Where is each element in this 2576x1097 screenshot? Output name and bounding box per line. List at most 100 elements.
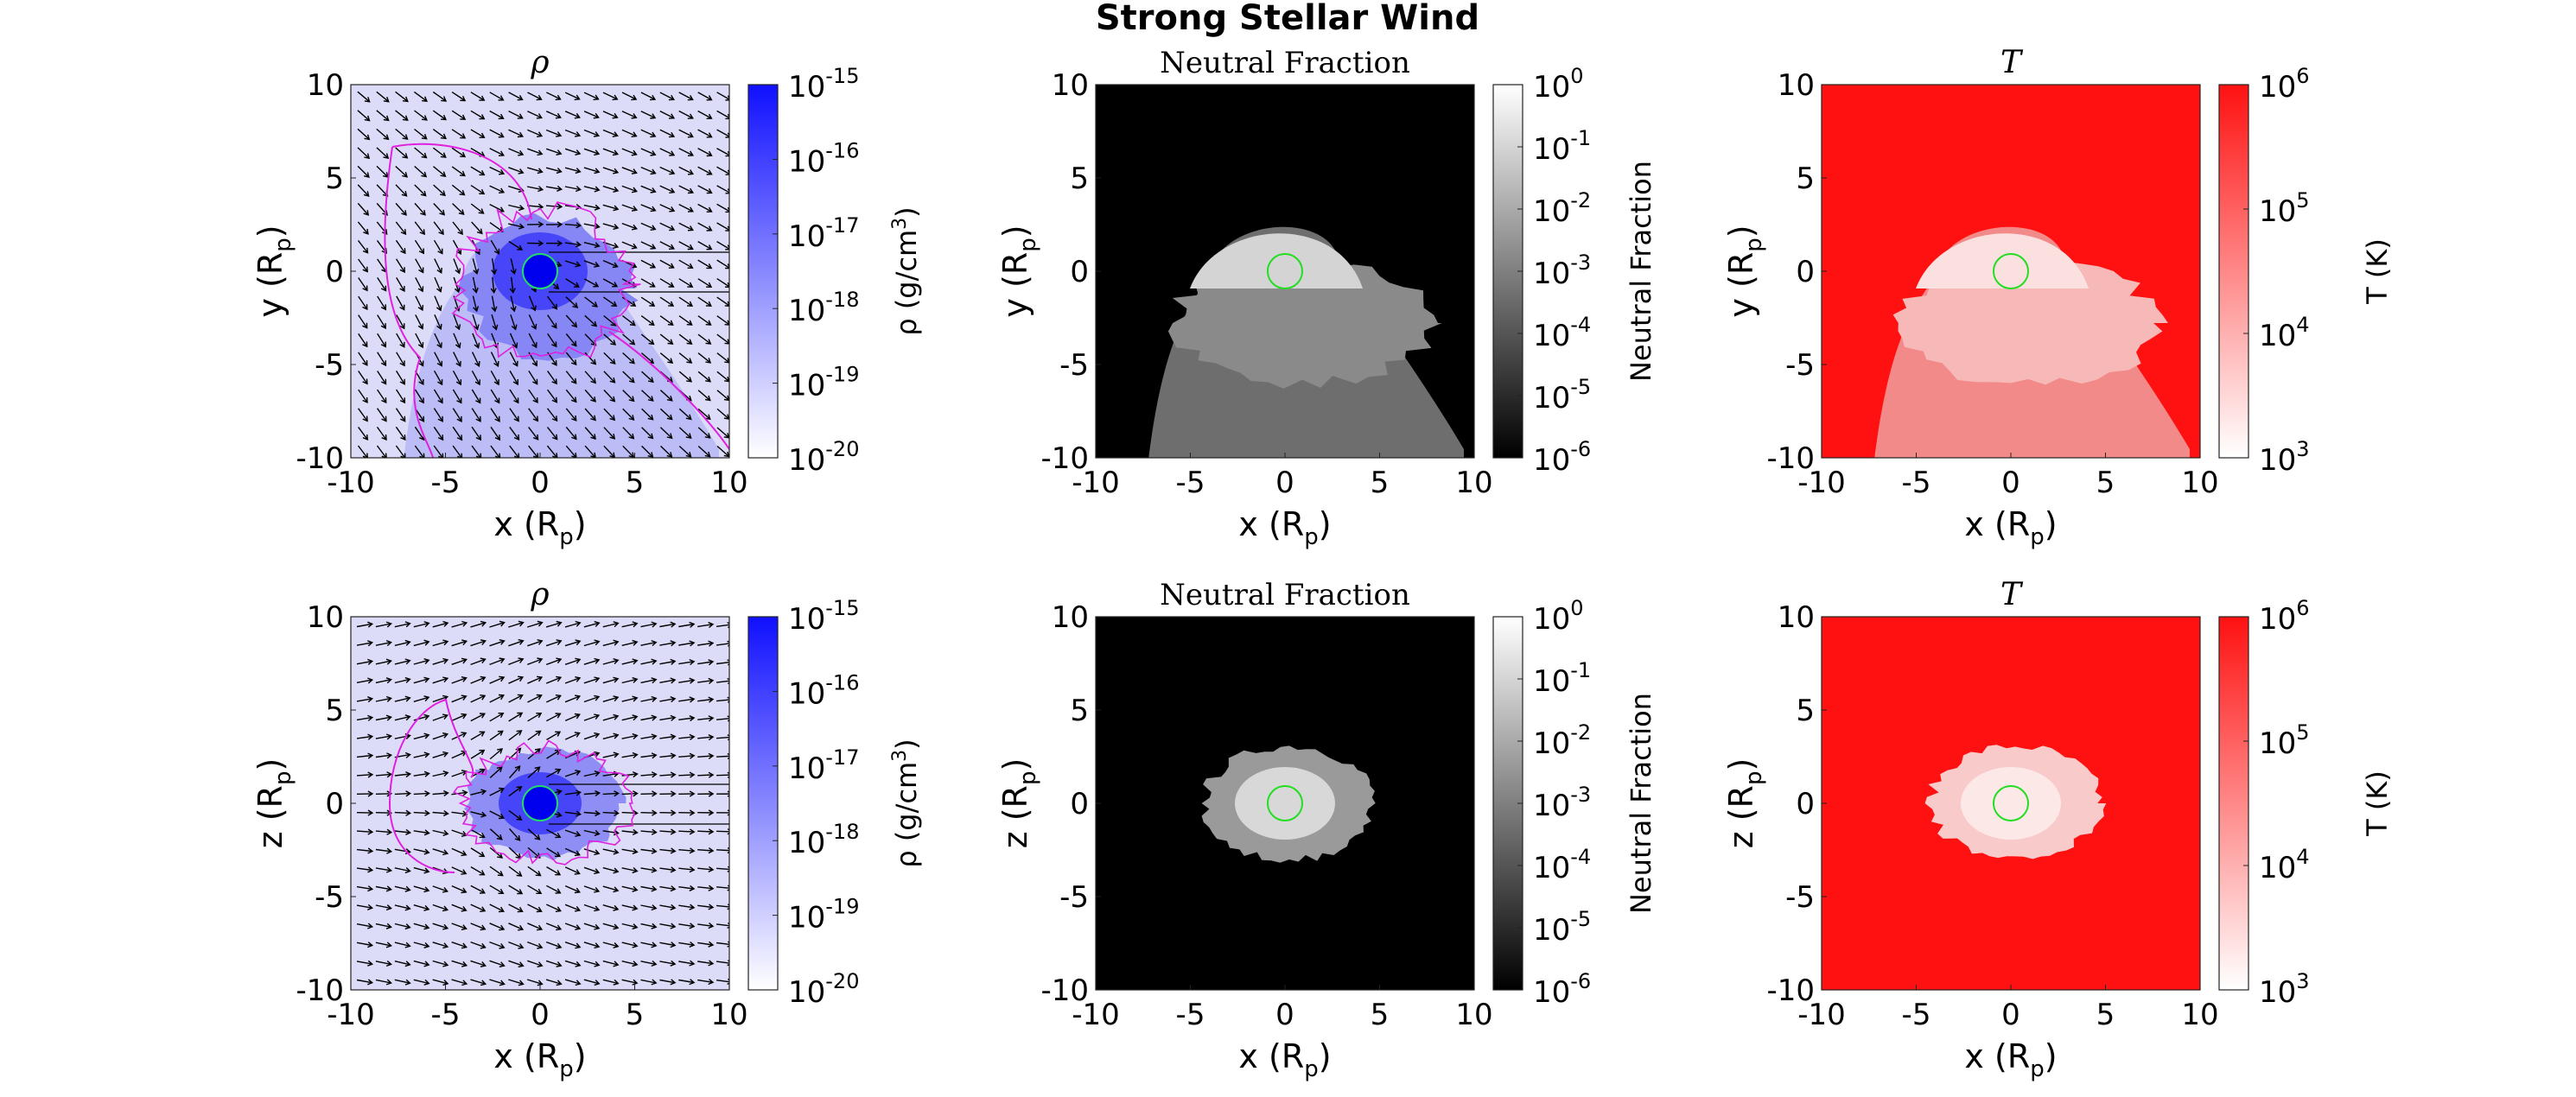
velocity-arrow (433, 408, 443, 422)
velocity-arrow (640, 695, 658, 702)
velocity-arrow (640, 333, 655, 346)
magenta-contour (384, 143, 729, 458)
velocity-arrow (678, 427, 692, 440)
velocity-arrow (583, 694, 601, 703)
velocity-arrow (434, 314, 442, 331)
velocity-arrow (546, 92, 562, 101)
velocity-arrow (622, 333, 636, 346)
velocity-arrow (565, 296, 579, 308)
velocity-arrow (470, 620, 487, 628)
velocity-arrow (396, 352, 405, 367)
colorbar-tick-label: 10-6 (1533, 969, 1591, 1010)
colorbar-tick-label: 10-3 (1533, 783, 1591, 823)
y-tick-label: -5 (1785, 348, 1815, 383)
velocity-arrow (414, 128, 428, 140)
velocity-arrow (602, 942, 620, 948)
velocity-arrow (697, 621, 715, 628)
axis-ticks: -10 -5 0 5 10 -10 -5 0 5 10 (1766, 600, 2218, 1032)
colorbar: 106 105 104 103 T (K) (2218, 596, 2394, 1010)
colorbar-tick-label: 10-20 (788, 969, 859, 1010)
y-axis-label: y (Rp) (251, 225, 296, 317)
y-tick-label: 0 (1796, 255, 1815, 289)
velocity-arrow (621, 676, 639, 684)
temperature-core (1961, 767, 2061, 840)
velocity-arrow (415, 276, 424, 293)
x-tick-label: 5 (626, 466, 645, 500)
velocity-arrow (451, 639, 468, 647)
velocity-arrow (545, 620, 563, 628)
velocity-arrow (394, 658, 411, 665)
velocity-arrow (697, 129, 713, 138)
velocity-arrow (565, 389, 577, 403)
velocity-arrow (508, 885, 524, 895)
velocity-arrow (640, 166, 657, 175)
velocity-arrow (697, 240, 713, 250)
velocity-arrow (697, 445, 711, 458)
velocity-arrow (356, 658, 374, 665)
velocity-arrow (528, 426, 539, 441)
velocity-arrow (545, 185, 563, 192)
x-tick-label: -10 (327, 466, 375, 500)
velocity-arrow (471, 389, 481, 404)
colorbar-tick-label: 10-18 (788, 820, 859, 860)
velocity-arrow (659, 696, 677, 703)
velocity-arrow (432, 829, 449, 836)
velocity-arrow (621, 204, 639, 212)
velocity-arrow (527, 240, 544, 247)
colorbar-label: T (K) (2361, 770, 2394, 837)
velocity-arrow (602, 639, 620, 647)
velocity-arrow (621, 148, 638, 156)
velocity-arrow (376, 110, 390, 122)
velocity-arrow (564, 639, 582, 647)
velocity-arrow (640, 942, 658, 948)
velocity-arrow (395, 184, 408, 197)
colorbar-tick-label: 10-18 (788, 288, 859, 328)
velocity-arrow (527, 713, 543, 722)
velocity-arrow (716, 240, 729, 250)
colorbar-tick-label: 10-15 (788, 596, 859, 637)
velocity-arrow (565, 314, 578, 328)
velocity-arrow (356, 790, 374, 797)
velocity-arrow (356, 979, 374, 986)
velocity-arrow (659, 92, 676, 101)
velocity-arrow (697, 923, 715, 929)
y-tick-label: 0 (325, 255, 344, 289)
velocity-arrow (659, 352, 674, 364)
velocity-arrow (659, 677, 677, 684)
velocity-arrow (470, 110, 486, 120)
velocity-arrow (396, 277, 405, 293)
velocity-arrow (545, 639, 563, 647)
velocity-arrow (414, 221, 426, 236)
velocity-arrow (396, 389, 406, 404)
velocity-arrow (640, 828, 658, 835)
velocity-arrow (433, 203, 446, 216)
y-tick-label: -5 (315, 348, 344, 383)
velocity-arrow (564, 904, 582, 912)
colorbar-tick-label: 10-19 (788, 363, 859, 403)
velocity-arrow (697, 185, 713, 194)
velocity-arrow (415, 258, 424, 274)
velocity-arrow (470, 960, 487, 967)
velocity-arrow (678, 828, 696, 835)
velocity-arrow (697, 696, 715, 703)
velocity-arrow (678, 148, 695, 156)
velocity-arrow (678, 166, 695, 175)
x-axis-label: x (Rp) (1964, 505, 2057, 550)
velocity-arrow (432, 129, 448, 140)
velocity-arrow (659, 809, 677, 816)
velocity-arrow (453, 258, 461, 275)
velocity-arrow (434, 258, 442, 275)
velocity-arrow (395, 221, 407, 236)
velocity-arrow (678, 640, 696, 647)
velocity-arrow (377, 371, 387, 385)
velocity-arrow (527, 694, 543, 703)
velocity-arrow (432, 657, 449, 665)
colorbar-tick-label: 105 (2259, 188, 2310, 229)
colorbar-tick-label: 106 (2259, 596, 2310, 637)
colorbar-tick-label: 10-15 (788, 64, 859, 105)
velocity-arrow (602, 866, 620, 874)
velocity-arrow (451, 923, 467, 930)
velocity-arrow (602, 848, 620, 855)
velocity-arrow (510, 295, 517, 313)
